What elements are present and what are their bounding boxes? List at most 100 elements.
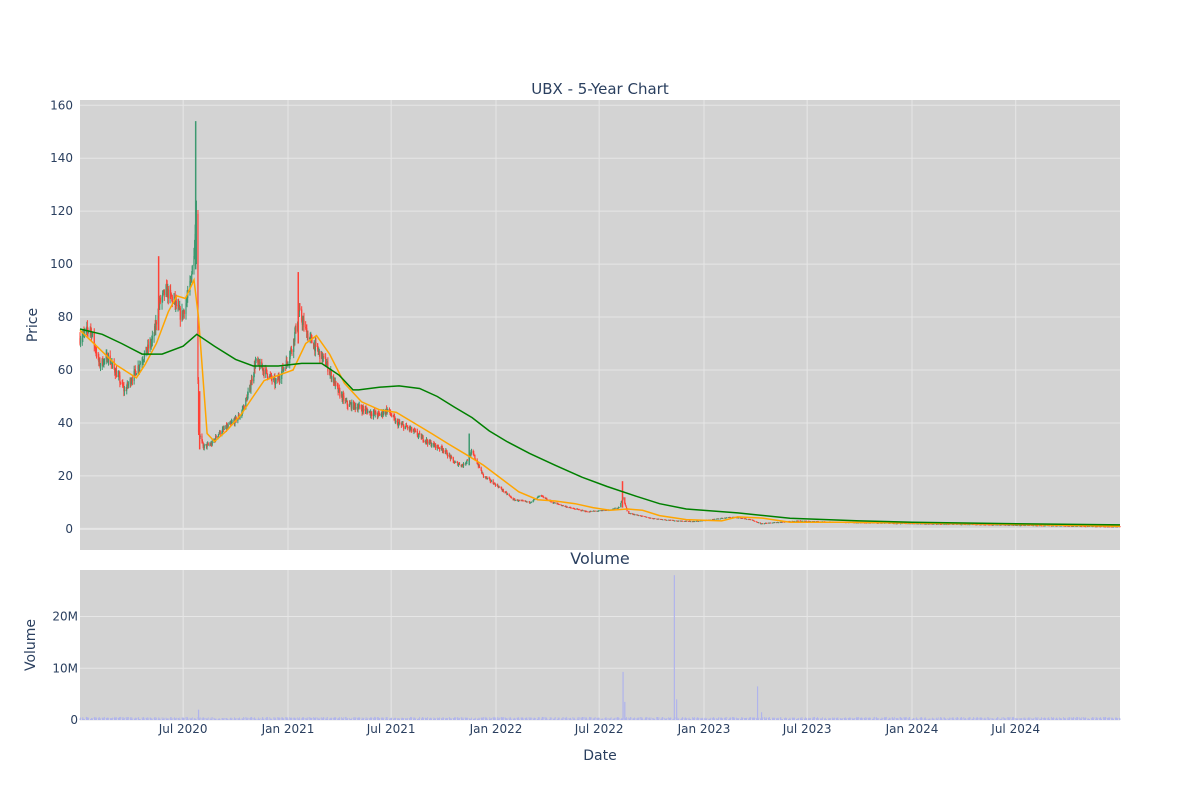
price-candle-body xyxy=(221,429,224,433)
price-candle-body xyxy=(153,335,155,337)
volume-bar xyxy=(797,718,799,720)
price-candle-body xyxy=(86,326,89,330)
volume-bar xyxy=(286,717,288,720)
volume-bar xyxy=(155,717,157,720)
price-candle-body xyxy=(201,441,204,443)
volume-bar xyxy=(87,717,88,720)
volume-bar xyxy=(729,717,731,720)
volume-bar xyxy=(245,717,247,720)
volume-bar xyxy=(582,717,584,720)
volume-bar xyxy=(1001,717,1003,720)
volume-bar xyxy=(1083,717,1084,720)
volume-bar xyxy=(561,719,563,720)
volume-bar xyxy=(115,718,117,720)
volume-bar xyxy=(305,718,307,720)
price-candle-body xyxy=(537,496,539,498)
volume-bar xyxy=(712,717,713,720)
volume-bar xyxy=(945,719,947,720)
volume-bar xyxy=(418,718,419,720)
volume-bar xyxy=(853,718,855,720)
volume-bar xyxy=(993,718,994,720)
volume-bar xyxy=(590,717,592,720)
price-candle-body xyxy=(794,521,796,522)
volume-bar xyxy=(428,718,430,720)
price-candle-body xyxy=(1013,525,1015,527)
price-candle-body xyxy=(286,360,288,363)
volume-bar xyxy=(370,717,372,720)
volume-bar xyxy=(357,717,358,720)
volume-bar xyxy=(1039,718,1041,720)
volume-bar xyxy=(968,718,969,720)
price-candle-body xyxy=(305,326,307,329)
volume-bar xyxy=(518,719,520,720)
volume-bar xyxy=(170,717,172,720)
volume-bar xyxy=(928,719,930,720)
price-candle-body xyxy=(1097,526,1099,528)
volume-bar xyxy=(581,718,582,720)
volume-bar xyxy=(766,718,768,720)
volume-bar xyxy=(956,718,957,720)
price-candle-body xyxy=(517,499,519,501)
price-candle-body xyxy=(271,378,273,381)
volume-bar xyxy=(155,717,157,720)
volume-bar xyxy=(941,719,943,720)
volume-bar xyxy=(195,718,197,720)
volume-bar xyxy=(959,719,961,720)
volume-bar xyxy=(730,717,732,720)
volume-bar xyxy=(702,718,704,720)
price-candle-body xyxy=(466,459,469,461)
volume-bar xyxy=(612,718,614,720)
volume-bar xyxy=(1043,717,1045,720)
price-candle-body xyxy=(258,360,260,364)
price-candle-body xyxy=(406,426,408,428)
volume-bar xyxy=(1008,717,1010,720)
price-candle-body xyxy=(397,423,400,427)
volume-bar xyxy=(367,717,369,720)
volume-bar xyxy=(263,718,265,720)
volume-bar xyxy=(685,717,687,720)
volume-bar xyxy=(771,718,773,720)
volume-bar xyxy=(726,716,728,720)
volume-bar xyxy=(1105,717,1107,720)
volume-plot-area[interactable] xyxy=(80,570,1120,720)
price-candle-body xyxy=(783,521,785,523)
price-candle-body xyxy=(800,520,802,522)
volume-bar xyxy=(122,717,124,720)
volume-bar xyxy=(618,717,620,720)
price-candle-body xyxy=(778,522,780,524)
price-plot-area[interactable] xyxy=(80,100,1120,550)
price-candle-body xyxy=(758,522,760,524)
volume-bar xyxy=(705,718,707,720)
price-candle-body xyxy=(130,381,132,385)
volume-bar xyxy=(944,718,946,720)
volume-bar xyxy=(311,718,313,720)
volume-bar xyxy=(290,717,292,720)
volume-bar xyxy=(550,717,552,720)
volume-bar xyxy=(636,718,638,720)
volume-bar xyxy=(830,718,831,720)
price-candle-body xyxy=(183,310,185,314)
volume-bar xyxy=(191,718,193,720)
price-candle-body xyxy=(415,430,417,432)
price-candle-body xyxy=(474,455,476,459)
volume-bar xyxy=(310,717,312,720)
volume-bar xyxy=(314,718,316,720)
volume-bar xyxy=(1016,717,1018,720)
price-candle-body xyxy=(97,355,99,357)
volume-bar xyxy=(905,717,907,720)
volume-bar xyxy=(662,717,664,720)
volume-bar xyxy=(167,718,169,720)
volume-bar xyxy=(654,718,655,720)
volume-bar xyxy=(769,717,770,720)
volume-bar xyxy=(574,717,576,720)
volume-bar xyxy=(87,717,89,720)
volume-bar xyxy=(1036,718,1038,720)
volume-bar xyxy=(89,719,91,720)
volume-bar xyxy=(106,717,108,720)
volume-bar xyxy=(745,717,747,720)
volume-bar xyxy=(341,717,342,720)
volume-bar xyxy=(1048,717,1050,720)
volume-bar xyxy=(1112,718,1114,720)
price-candle-body xyxy=(250,385,252,390)
price-candle-body xyxy=(409,428,412,430)
